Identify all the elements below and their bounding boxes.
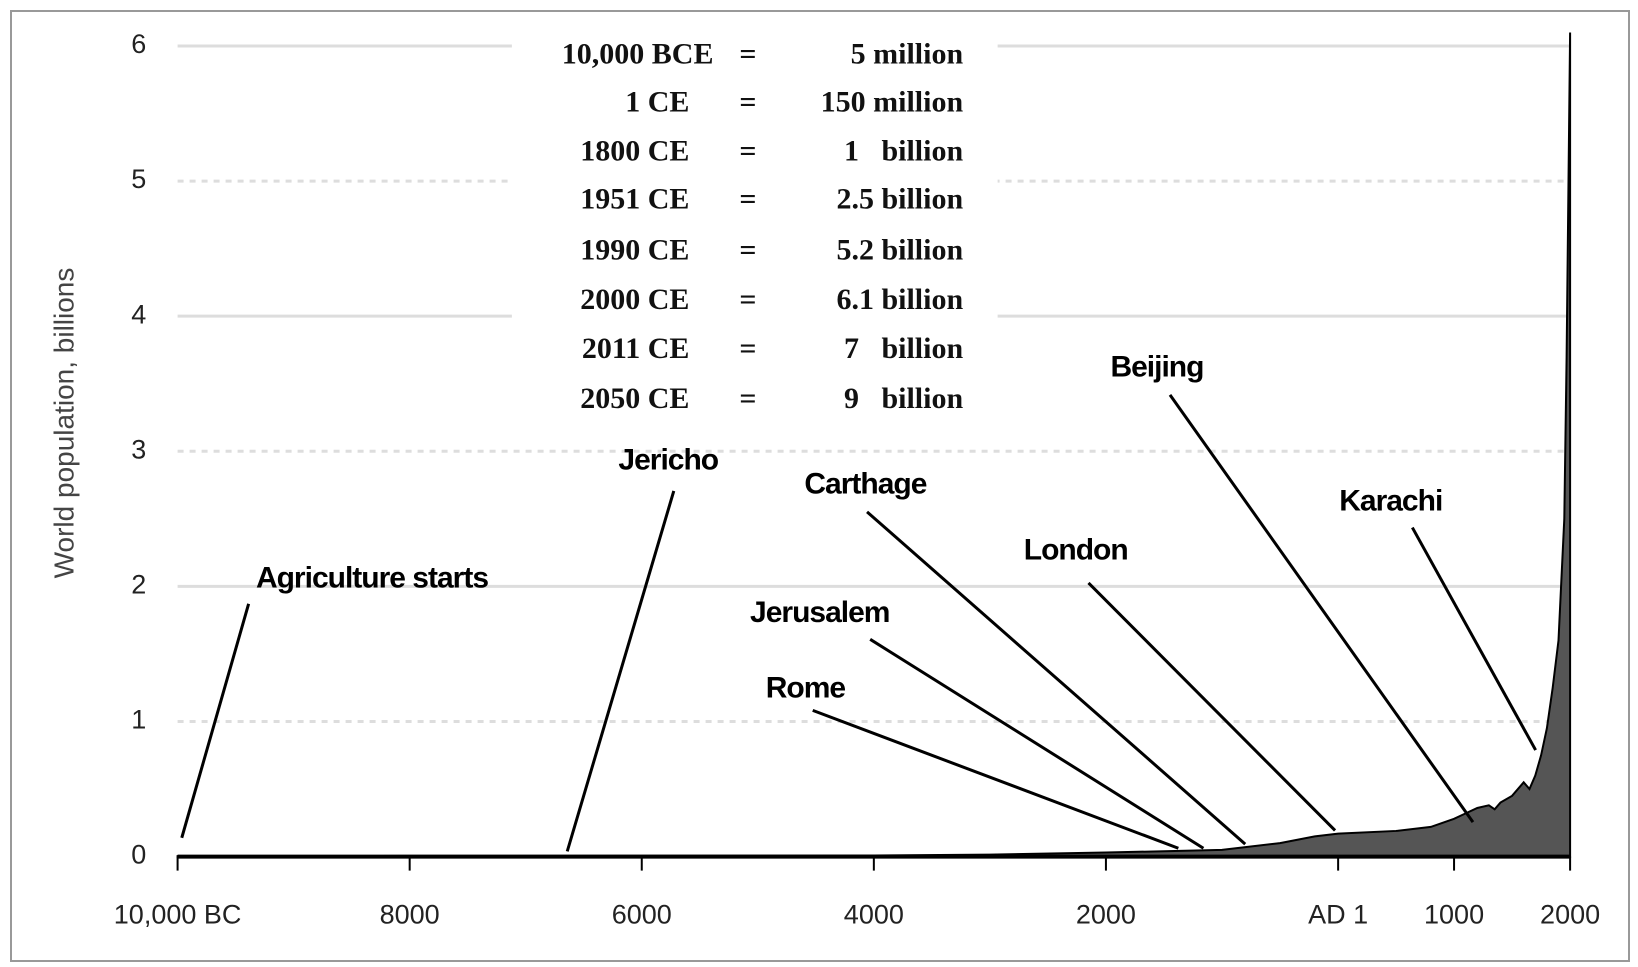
table-year: 10,000 BCE bbox=[562, 37, 714, 70]
annotation-label: Agriculture starts bbox=[256, 562, 488, 595]
annotation-label: Jerusalem bbox=[750, 596, 889, 629]
table-population: 5 million bbox=[851, 37, 964, 70]
table-equals: = bbox=[739, 37, 756, 70]
table-equals: = bbox=[739, 234, 756, 267]
x-tick-label: 2000 bbox=[1540, 899, 1600, 929]
y-tick-label: 0 bbox=[131, 840, 146, 870]
y-tick-label: 3 bbox=[131, 434, 146, 464]
annotation-label: Jericho bbox=[618, 444, 718, 477]
annotation-pointer bbox=[1168, 394, 1475, 824]
y-tick-label: 5 bbox=[131, 164, 146, 194]
x-tick-label: 10,000 BC bbox=[114, 899, 242, 929]
table-year: 2000 CE bbox=[580, 283, 689, 316]
annotation-label: London bbox=[1024, 533, 1128, 566]
y-tick-label: 2 bbox=[131, 570, 146, 600]
x-tick-label: 2000 bbox=[1076, 899, 1136, 929]
table-population: 9 billion bbox=[844, 382, 964, 415]
table-year: 1990 CE bbox=[580, 234, 689, 267]
annotation-pointer bbox=[180, 603, 251, 839]
x-tick-label: 1000 bbox=[1424, 899, 1484, 929]
table-year: 2011 CE bbox=[582, 332, 690, 365]
y-tick-label: 1 bbox=[131, 705, 146, 735]
x-tick-label: AD 1 bbox=[1308, 899, 1368, 929]
table-population: 2.5 billion bbox=[836, 183, 963, 216]
annotation-label: Karachi bbox=[1339, 484, 1442, 517]
table-year: 1800 CE bbox=[580, 134, 689, 167]
annotation-pointer bbox=[1087, 581, 1337, 832]
annotation-pointer bbox=[1411, 526, 1537, 751]
area bbox=[176, 32, 1572, 858]
table-year: 1951 CE bbox=[580, 183, 689, 216]
table-year: 2050 CE bbox=[580, 382, 689, 415]
table-population: 150 million bbox=[821, 85, 964, 118]
table-population: 5.2 billion bbox=[836, 234, 963, 267]
table-equals: = bbox=[739, 332, 756, 365]
y-tick-label: 6 bbox=[131, 29, 146, 59]
table-equals: = bbox=[739, 85, 756, 118]
annotation-label: Rome bbox=[766, 671, 846, 704]
table-equals: = bbox=[739, 183, 756, 216]
x-tick-label: 4000 bbox=[844, 899, 904, 929]
table-population: 1 billion bbox=[844, 134, 964, 167]
table-year: 1 CE bbox=[625, 85, 689, 118]
table-population: 7 billion bbox=[844, 332, 964, 365]
x-tick-label: 6000 bbox=[612, 899, 672, 929]
table-population: 6.1 billion bbox=[836, 283, 963, 316]
annotation-pointer bbox=[812, 708, 1179, 850]
annotation-label: Carthage bbox=[804, 468, 926, 501]
y-axis-label: World population, billions bbox=[48, 268, 79, 579]
table-equals: = bbox=[739, 382, 756, 415]
table-background bbox=[511, 31, 998, 429]
annotation-pointer bbox=[869, 638, 1205, 850]
annotation-label: Beijing bbox=[1110, 351, 1203, 384]
annotation-pointer bbox=[866, 510, 1247, 846]
annotation-pointer bbox=[565, 490, 676, 852]
y-tick-label: 4 bbox=[131, 299, 146, 329]
table-equals: = bbox=[739, 283, 756, 316]
table-equals: = bbox=[739, 134, 756, 167]
x-tick-label: 8000 bbox=[380, 899, 440, 929]
